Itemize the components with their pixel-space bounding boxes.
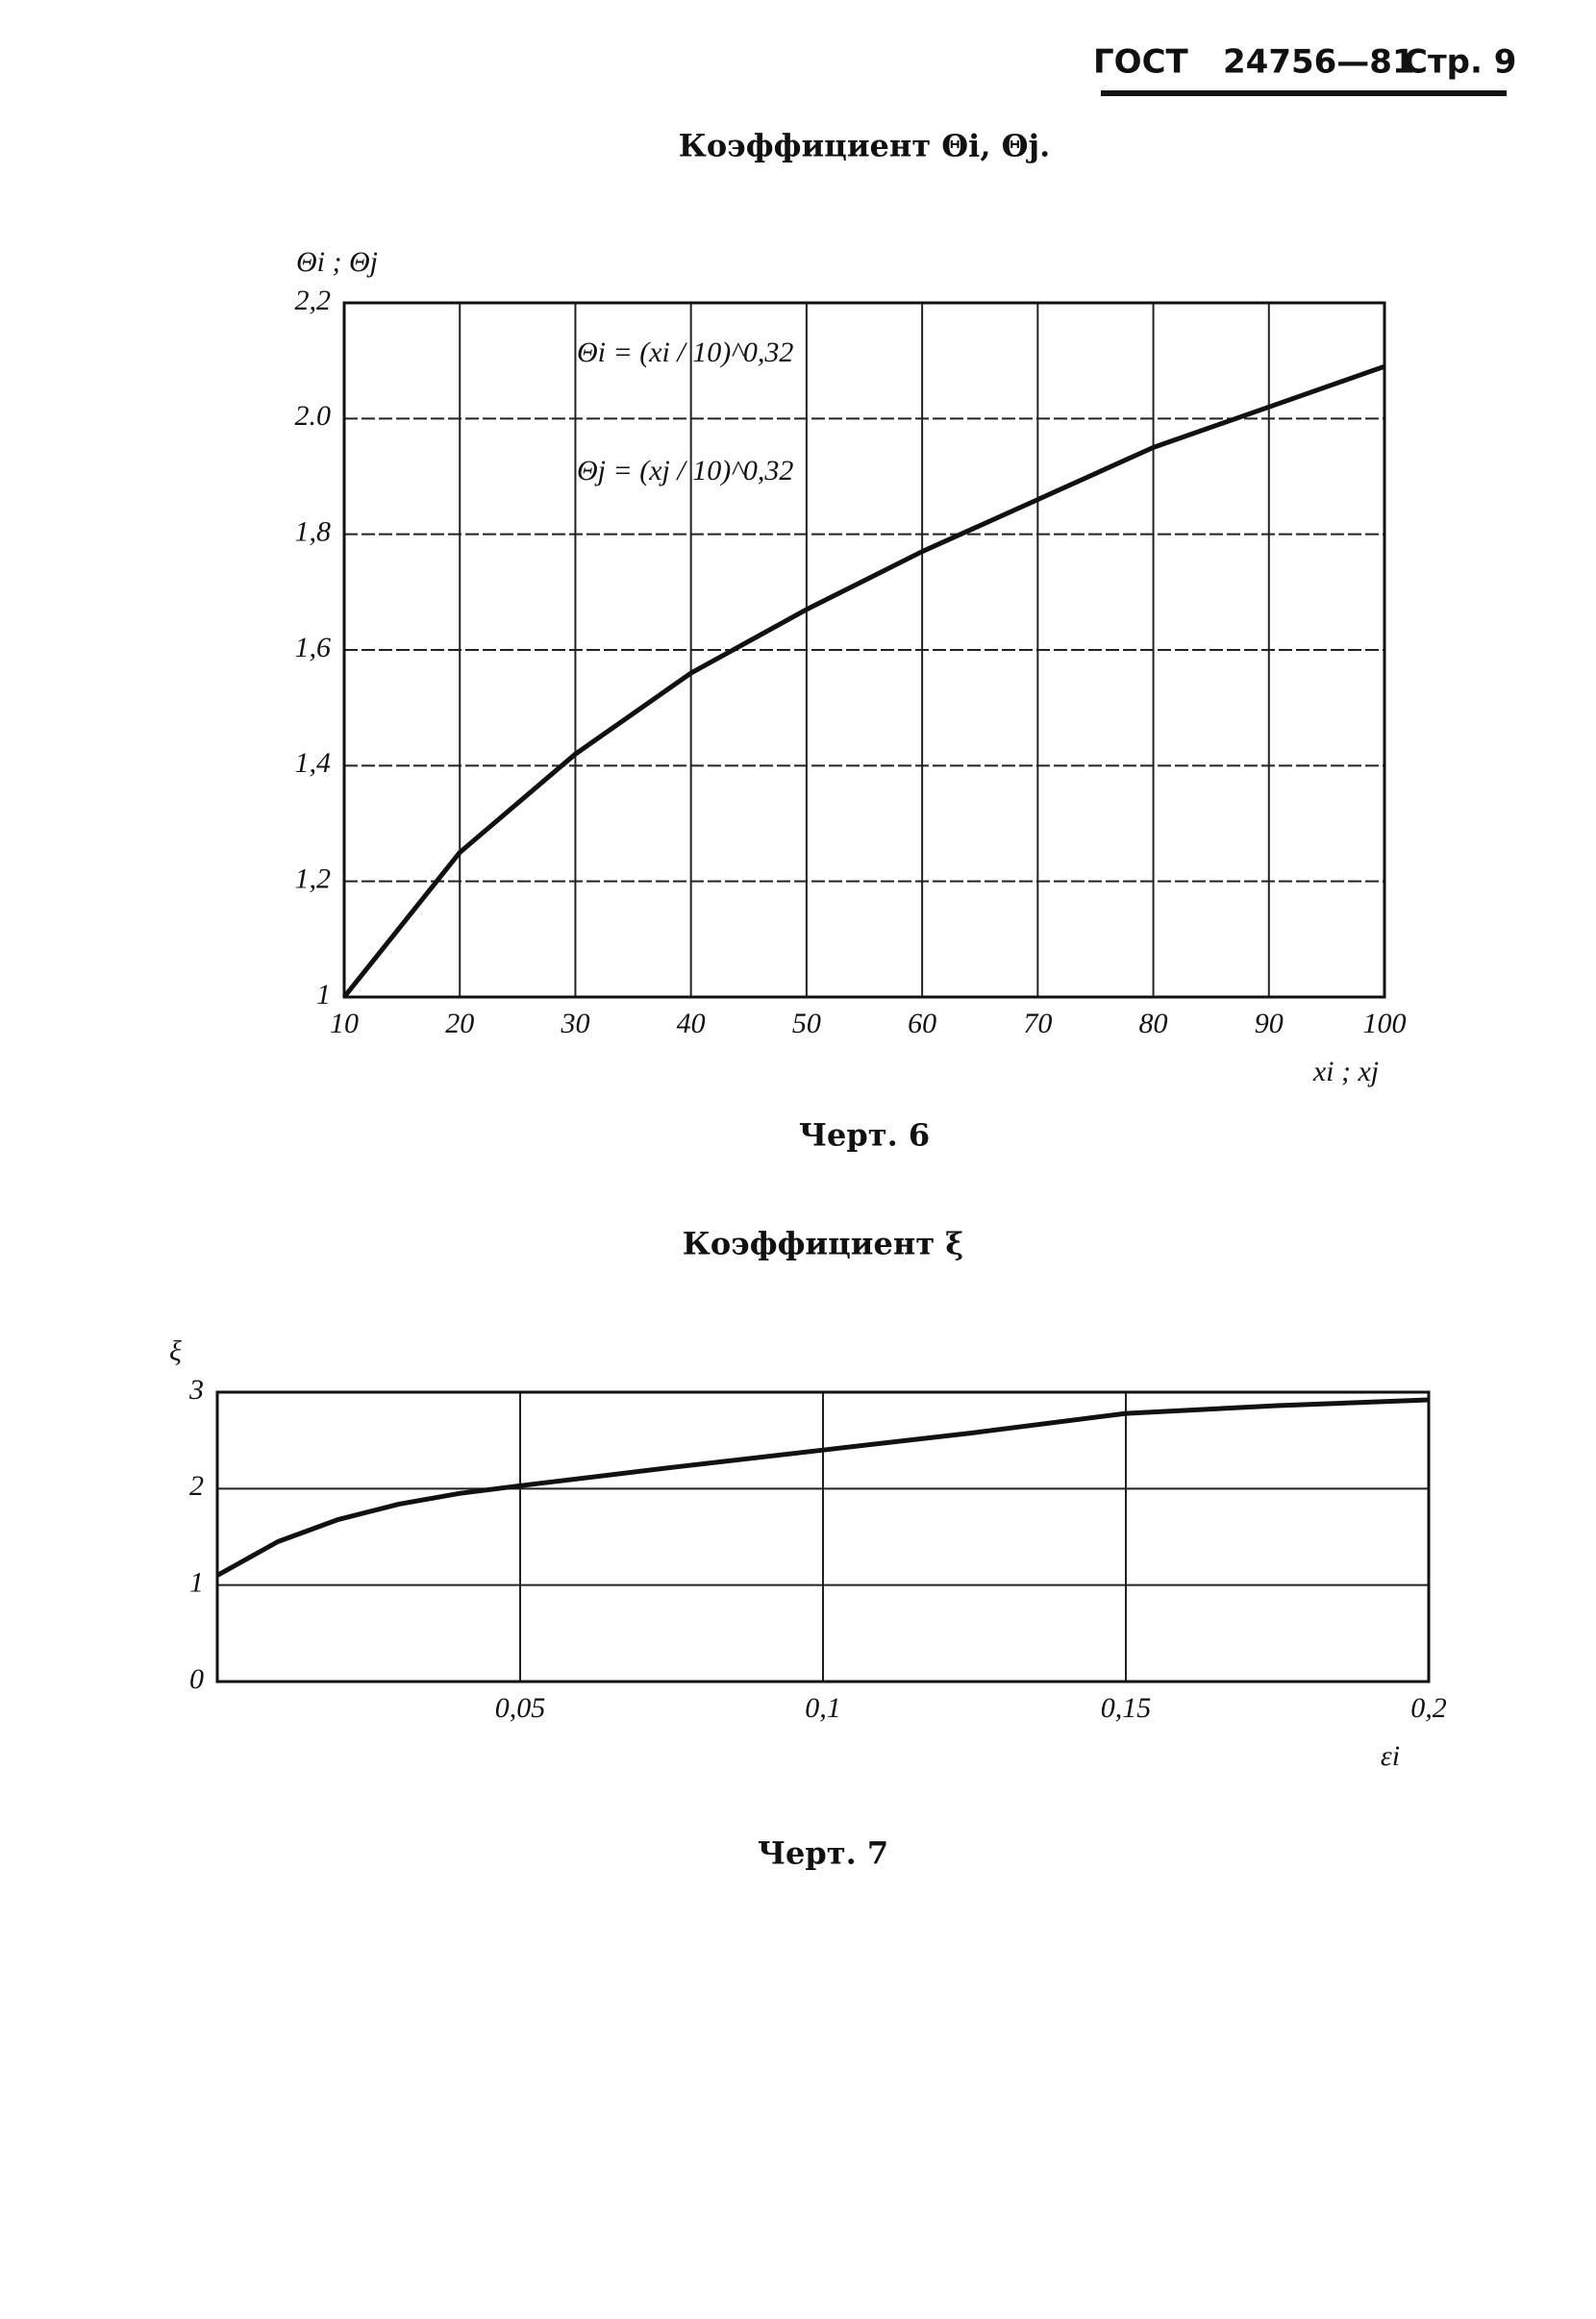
plot-frame: [342, 301, 1386, 999]
y-axis-label: ξ: [169, 1335, 182, 1367]
x-axis-label: xi ; xj: [1312, 1056, 1379, 1087]
x-tick-label: 80: [1139, 1008, 1168, 1039]
y-axis-label: Θi ; Θj: [296, 246, 378, 278]
x-tick-label: 90: [1255, 1008, 1284, 1039]
x-tick-label: 10: [330, 1008, 359, 1039]
x-tick-label: 70: [1023, 1008, 1052, 1039]
data-line: [342, 363, 1385, 999]
y-tick-label: 1,2: [295, 863, 332, 895]
annotation: Θi = (xi / 10)^0,32: [577, 337, 793, 368]
chart-caption: Черт. 7: [758, 1835, 888, 1872]
x-tick-label: 0,1: [805, 1692, 841, 1724]
y-tick-label: 1,4: [295, 747, 332, 779]
x-axis-label: εi: [1381, 1740, 1400, 1772]
data-line: [215, 1397, 1430, 1578]
annotation: Θj = (xj / 10)^0,32: [577, 455, 793, 486]
header-doc: ГОСТ: [1093, 43, 1189, 82]
y-tick-label: 1: [189, 1567, 204, 1599]
x-tick-label: 0,15: [1101, 1692, 1152, 1724]
x-tick-label: 100: [1363, 1008, 1407, 1039]
x-tick-label: 30: [560, 1008, 589, 1039]
y-tick-label: 2: [189, 1470, 204, 1502]
y-tick-label: 1,6: [295, 632, 332, 663]
y-tick-label: 1,8: [295, 516, 332, 548]
y-tick-label: 0: [189, 1663, 204, 1695]
y-tick-label: 2.0: [295, 400, 332, 432]
chart-title: Коэффициент ξ: [683, 1226, 963, 1262]
x-tick-label: 40: [677, 1008, 706, 1039]
header-page: Стр. 9: [1404, 43, 1516, 82]
y-tick-label: 1: [316, 979, 331, 1010]
header-rule: [1101, 90, 1507, 96]
chart-title: Коэффициент Θi, Θj.: [679, 128, 1050, 164]
header-number: 24756—81: [1223, 43, 1415, 82]
x-tick-label: 0,2: [1410, 1692, 1447, 1724]
chart-caption: Черт. 6: [799, 1117, 930, 1154]
y-tick-label: 3: [188, 1374, 204, 1406]
x-tick-label: 50: [792, 1008, 821, 1039]
x-tick-label: 20: [445, 1008, 474, 1039]
y-tick-label: 2,2: [295, 285, 332, 316]
x-tick-label: 60: [908, 1008, 936, 1039]
x-tick-label: 0,05: [495, 1692, 546, 1724]
plot-frame: [215, 1390, 1431, 1683]
